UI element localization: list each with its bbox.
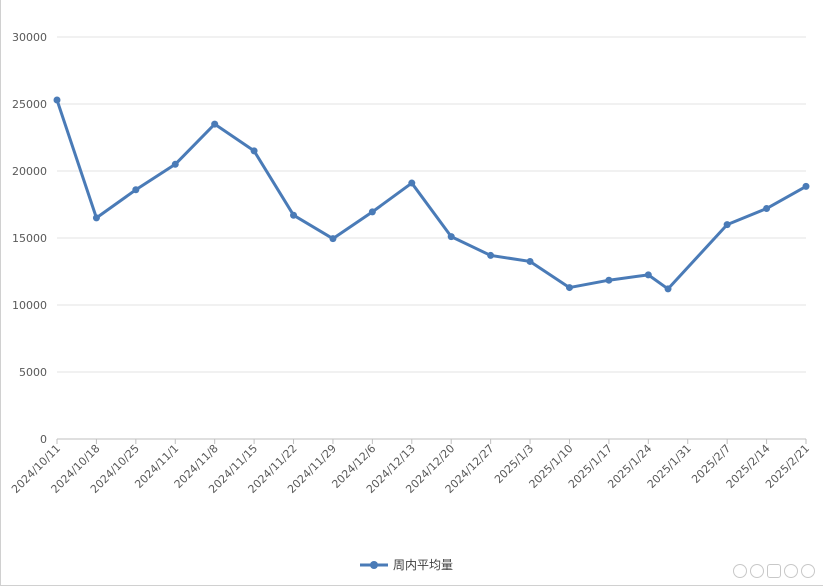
data-point	[329, 235, 337, 243]
legend: 周内平均量	[360, 558, 453, 572]
data-point	[723, 221, 731, 229]
y-tick-label: 5000	[19, 366, 47, 379]
data-point	[605, 276, 613, 284]
axes	[56, 438, 807, 444]
watermark-glyph	[801, 564, 815, 578]
data-point	[211, 120, 219, 128]
data-point	[250, 147, 258, 155]
x-axis-ticks: 2024/10/112024/10/182024/10/252024/11/12…	[9, 442, 812, 496]
data-point	[664, 285, 672, 293]
data-point	[447, 233, 455, 241]
watermark-glyph	[750, 564, 764, 578]
series-line	[55, 99, 807, 291]
y-tick-label: 0	[40, 433, 47, 446]
y-tick-label: 30000	[12, 31, 47, 44]
watermark-glyph	[784, 564, 798, 578]
data-point	[526, 257, 534, 265]
data-point	[132, 186, 140, 194]
data-point	[92, 214, 100, 222]
data-point	[408, 179, 416, 187]
y-axis-ticks: 0 5000 10000 15000 20000 25000 30000	[12, 31, 47, 446]
data-point	[368, 208, 376, 216]
y-tick-label: 15000	[12, 232, 47, 245]
y-tick-label: 25000	[12, 98, 47, 111]
legend-label: 周内平均量	[393, 558, 453, 572]
watermark	[733, 564, 815, 578]
data-point	[290, 211, 298, 219]
watermark-glyph	[767, 564, 781, 578]
y-tick-label: 20000	[12, 165, 47, 178]
watermark-glyph	[733, 564, 747, 578]
data-point	[53, 96, 61, 104]
data-point	[171, 160, 179, 168]
data-point	[763, 205, 771, 213]
data-point	[644, 271, 652, 279]
y-tick-label: 10000	[12, 299, 47, 312]
data-point	[565, 284, 573, 292]
data-point	[487, 251, 495, 259]
series	[53, 96, 810, 293]
gridlines	[57, 36, 806, 373]
data-point	[802, 182, 810, 190]
legend-marker	[370, 561, 378, 569]
